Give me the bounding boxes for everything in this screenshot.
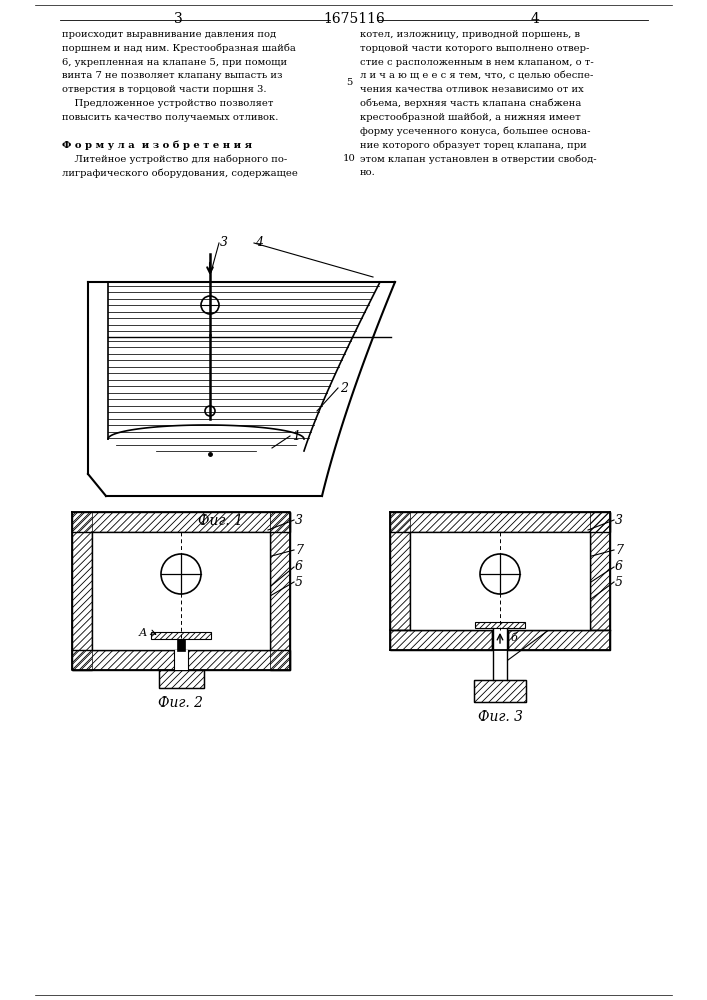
Polygon shape [174,650,188,670]
Text: форму усеченного конуса, большее основа-: форму усеченного конуса, большее основа- [360,127,590,136]
Text: 3: 3 [174,12,182,26]
Text: 7: 7 [295,544,303,556]
Text: отверстия в торцовой части поршня 3.: отверстия в торцовой части поршня 3. [62,85,267,94]
Text: 3: 3 [615,514,623,526]
Text: этом клапан установлен в отверстии свобод-: этом клапан установлен в отверстии свобо… [360,154,597,164]
Polygon shape [475,622,525,628]
Text: но.: но. [360,168,375,177]
Text: Фиг. 2: Фиг. 2 [158,696,204,710]
Polygon shape [270,512,290,670]
Polygon shape [390,512,410,630]
Text: 5: 5 [295,576,303,588]
Text: 6: 6 [615,560,623,574]
Polygon shape [92,532,270,650]
Polygon shape [508,630,610,650]
Text: 3: 3 [295,514,303,526]
Text: 10: 10 [343,154,356,163]
Text: крестообразной шайбой, а нижняя имеет: крестообразной шайбой, а нижняя имеет [360,113,580,122]
Polygon shape [158,670,204,688]
Text: торцовой части которого выполнено отвер-: торцовой части которого выполнено отвер- [360,44,590,53]
Text: б: б [510,633,517,643]
Text: ние которого образует торец клапана, при: ние которого образует торец клапана, при [360,140,587,150]
Polygon shape [72,512,290,532]
Text: 5: 5 [615,576,623,588]
Polygon shape [390,630,492,650]
Text: происходит выравнивание давления под: происходит выравнивание давления под [62,30,276,39]
Polygon shape [474,680,526,702]
Text: Литейное устройство для наборного по-: Литейное устройство для наборного по- [62,154,287,164]
Text: 5: 5 [346,78,352,87]
Text: винта 7 не позволяет клапану выпасть из: винта 7 не позволяет клапану выпасть из [62,71,283,80]
Polygon shape [72,650,290,670]
Polygon shape [590,512,610,630]
Text: 4: 4 [530,12,539,26]
Text: 3: 3 [220,235,228,248]
Text: поршнем и над ним. Крестообразная шайба: поршнем и над ним. Крестообразная шайба [62,44,296,53]
Text: лиграфического оборудования, содержащее: лиграфического оборудования, содержащее [62,168,298,178]
Text: Фиг. 1: Фиг. 1 [197,514,243,528]
Text: повысить качество получаемых отливок.: повысить качество получаемых отливок. [62,113,279,122]
Text: стие с расположенным в нем клапаном, о т-: стие с расположенным в нем клапаном, о т… [360,58,594,67]
Polygon shape [151,632,211,639]
Text: 4: 4 [255,235,263,248]
Text: котел, изложницу, приводной поршень, в: котел, изложницу, приводной поршень, в [360,30,580,39]
Polygon shape [390,512,610,532]
Text: л и ч а ю щ е е с я тем, что, с целью обеспе-: л и ч а ю щ е е с я тем, что, с целью об… [360,71,593,80]
Text: 2: 2 [340,381,348,394]
Text: А: А [139,628,147,638]
Text: объема, верхняя часть клапана снабжена: объема, верхняя часть клапана снабжена [360,99,581,108]
Text: 6, укрепленная на клапане 5, при помощи: 6, укрепленная на клапане 5, при помощи [62,58,287,67]
Polygon shape [72,512,92,670]
Text: 1: 1 [292,430,300,442]
Polygon shape [410,532,590,630]
Text: чения качества отливок независимо от их: чения качества отливок независимо от их [360,85,584,94]
Text: Ф о р м у л а  и з о б р е т е н и я: Ф о р м у л а и з о б р е т е н и я [62,140,252,150]
Text: 6: 6 [295,560,303,574]
Polygon shape [177,639,185,651]
Text: Фиг. 3: Фиг. 3 [477,710,522,724]
Text: Предложенное устройство позволяет: Предложенное устройство позволяет [62,99,274,108]
Text: 7: 7 [615,544,623,556]
Text: 1675116: 1675116 [323,12,385,26]
